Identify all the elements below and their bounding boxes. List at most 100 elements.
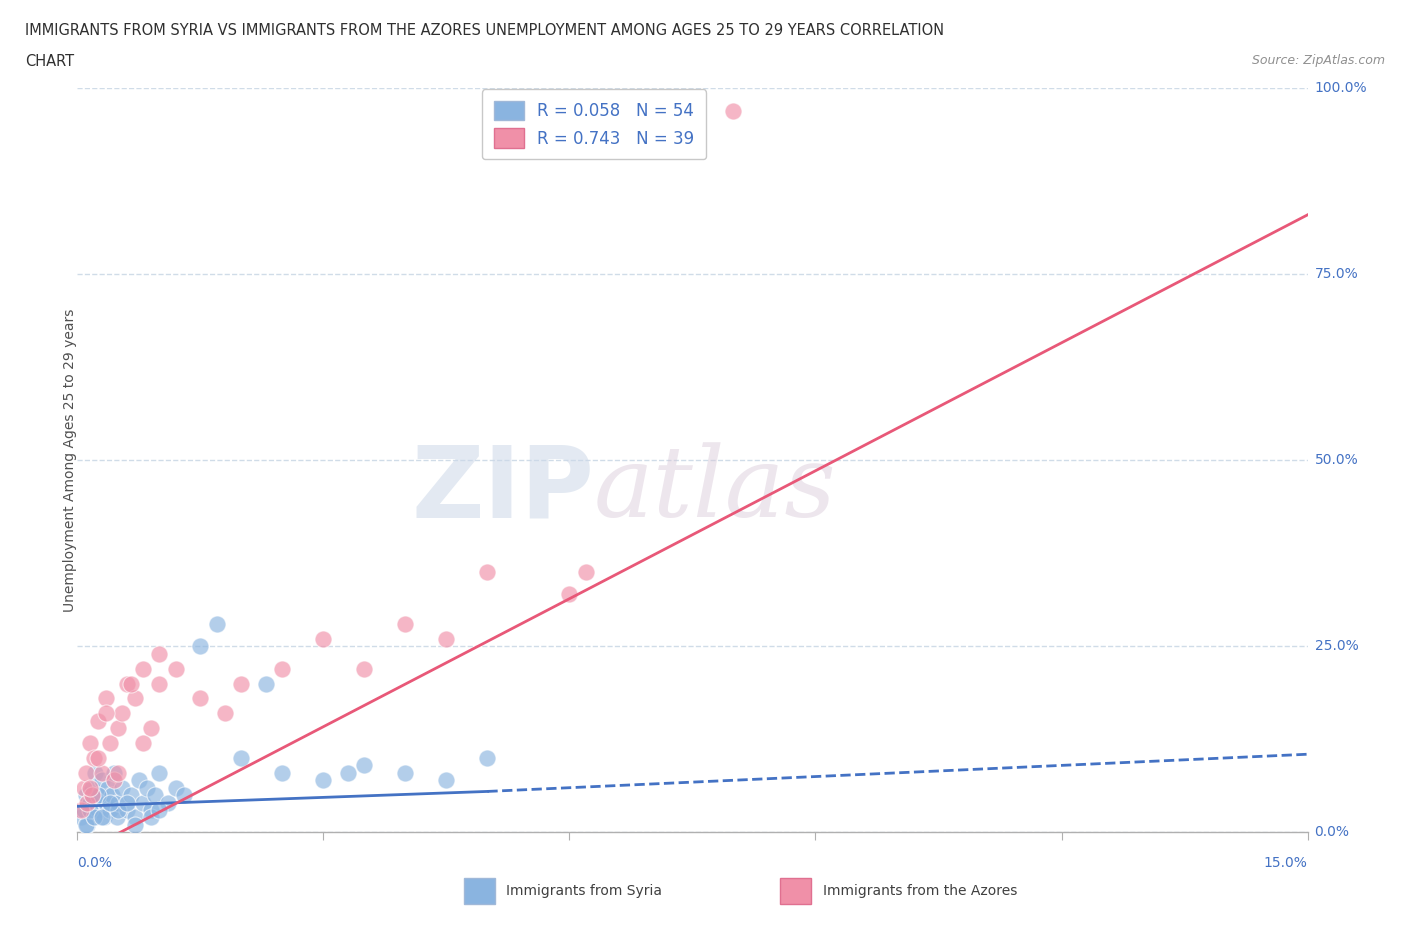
Point [205, 617, 228, 631]
Point [353, 758, 375, 773]
Point [575, 565, 598, 579]
Point [148, 676, 170, 691]
Point [90, 773, 114, 788]
Point [79, 736, 101, 751]
Point [231, 676, 253, 691]
Point [84, 765, 107, 780]
Point [124, 810, 146, 825]
Point [75, 817, 97, 832]
Text: 50.0%: 50.0% [1315, 453, 1358, 468]
Point [75, 788, 97, 803]
Point [141, 721, 163, 736]
Point [124, 817, 146, 832]
Point [436, 631, 458, 646]
Point [353, 661, 375, 676]
Point [98, 803, 121, 817]
Point [83, 810, 105, 825]
Point [94, 706, 117, 721]
Point [70, 803, 93, 817]
Point [165, 661, 187, 676]
Point [394, 765, 416, 780]
Point [115, 795, 138, 810]
Point [132, 661, 155, 676]
Text: Source: ZipAtlas.com: Source: ZipAtlas.com [1251, 54, 1385, 67]
Text: 15.0%: 15.0% [1264, 856, 1308, 870]
Point [337, 765, 360, 780]
Point [188, 639, 212, 654]
Point [98, 736, 121, 751]
Point [76, 795, 98, 810]
Point [82, 780, 104, 795]
Text: ZIP: ZIP [411, 442, 595, 538]
Point [101, 788, 124, 803]
Point [93, 810, 115, 825]
Point [87, 713, 110, 728]
Point [79, 780, 101, 795]
Point [148, 765, 170, 780]
Point [120, 788, 142, 803]
Point [73, 780, 96, 795]
Point [558, 587, 581, 602]
Point [70, 810, 93, 825]
Point [148, 803, 170, 817]
Y-axis label: Unemployment Among Ages 25 to 29 years: Unemployment Among Ages 25 to 29 years [63, 309, 77, 612]
Point [271, 765, 294, 780]
Point [231, 751, 253, 765]
Text: atlas: atlas [595, 443, 837, 538]
Point [477, 565, 499, 579]
Point [136, 780, 159, 795]
Point [103, 765, 125, 780]
Point [124, 691, 146, 706]
Point [107, 721, 129, 736]
Point [115, 803, 138, 817]
Point [97, 780, 120, 795]
Point [87, 751, 110, 765]
Text: CHART: CHART [25, 54, 75, 69]
Point [98, 795, 121, 810]
Text: 25.0%: 25.0% [1315, 639, 1358, 654]
Point [141, 810, 163, 825]
Text: 0.0%: 0.0% [77, 856, 112, 870]
Point [723, 103, 745, 118]
Point [128, 773, 150, 788]
Point [87, 788, 110, 803]
Point [107, 765, 129, 780]
Point [111, 780, 134, 795]
Point [165, 780, 187, 795]
Point [477, 751, 499, 765]
Point [156, 795, 179, 810]
Point [271, 661, 294, 676]
Point [107, 803, 129, 817]
Point [141, 803, 163, 817]
Point [76, 817, 98, 832]
Text: Immigrants from Syria: Immigrants from Syria [506, 884, 662, 898]
Point [94, 795, 117, 810]
Point [107, 795, 129, 810]
Point [105, 810, 128, 825]
Point [79, 795, 101, 810]
Legend: R = 0.058   N = 54, R = 0.743   N = 39: R = 0.058 N = 54, R = 0.743 N = 39 [482, 89, 706, 159]
Point [94, 691, 117, 706]
Point [90, 765, 114, 780]
Point [79, 803, 101, 817]
Point [111, 706, 134, 721]
Point [83, 751, 105, 765]
Point [73, 803, 96, 817]
Point [312, 631, 335, 646]
Point [103, 773, 125, 788]
Point [436, 773, 458, 788]
Point [394, 617, 416, 631]
Text: 100.0%: 100.0% [1315, 81, 1367, 96]
Point [75, 765, 97, 780]
Point [115, 676, 138, 691]
Point [188, 691, 212, 706]
Point [87, 803, 110, 817]
Point [132, 795, 155, 810]
Text: Immigrants from the Azores: Immigrants from the Azores [823, 884, 1017, 898]
Point [254, 676, 277, 691]
Point [120, 676, 142, 691]
Text: IMMIGRANTS FROM SYRIA VS IMMIGRANTS FROM THE AZORES UNEMPLOYMENT AMONG AGES 25 T: IMMIGRANTS FROM SYRIA VS IMMIGRANTS FROM… [25, 23, 945, 38]
Point [83, 810, 105, 825]
Point [173, 788, 195, 803]
Text: 0.0%: 0.0% [1315, 825, 1350, 840]
